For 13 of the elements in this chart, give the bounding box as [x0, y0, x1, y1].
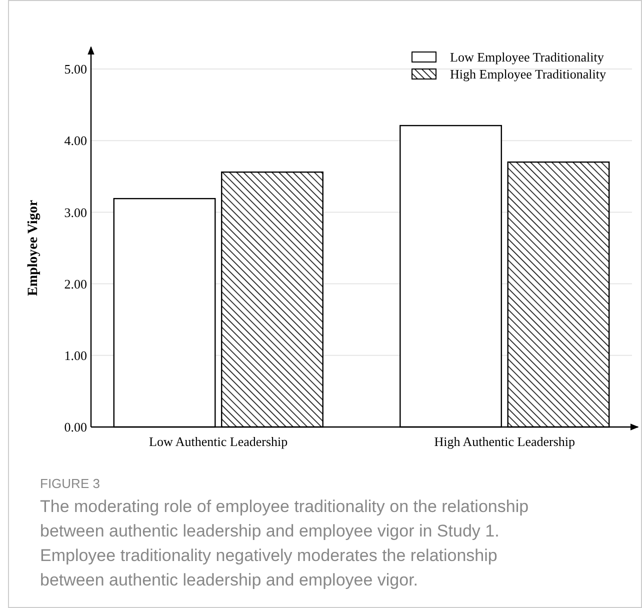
text: The moderating role of employee traditionality on the relationship between authentic leadership and employee vigor in Study 1. Employee traditionality negatively moderates the relationship between authentic leadership and employee vigor.: [40, 497, 529, 590]
x-tick-label: Low Authentic Leadership: [149, 434, 288, 449]
y-tick-label: 3.00: [64, 204, 87, 220]
y-tick-label: 1.00: [64, 348, 87, 363]
y-axis-title: Employee Vigor: [26, 200, 41, 296]
legend-label: High Employee Traditionality: [450, 66, 606, 82]
y-tick-label: 4.00: [64, 133, 87, 148]
y-tick-label: 5.00: [64, 62, 87, 77]
text: FIGURE 3: [40, 476, 100, 491]
y-tick-label: 0.00: [64, 420, 87, 435]
legend-label: Low Employee Traditionality: [450, 50, 604, 65]
y-tick-label: 2.00: [64, 276, 87, 292]
x-tick-label: High Authentic Leadership: [434, 434, 576, 449]
